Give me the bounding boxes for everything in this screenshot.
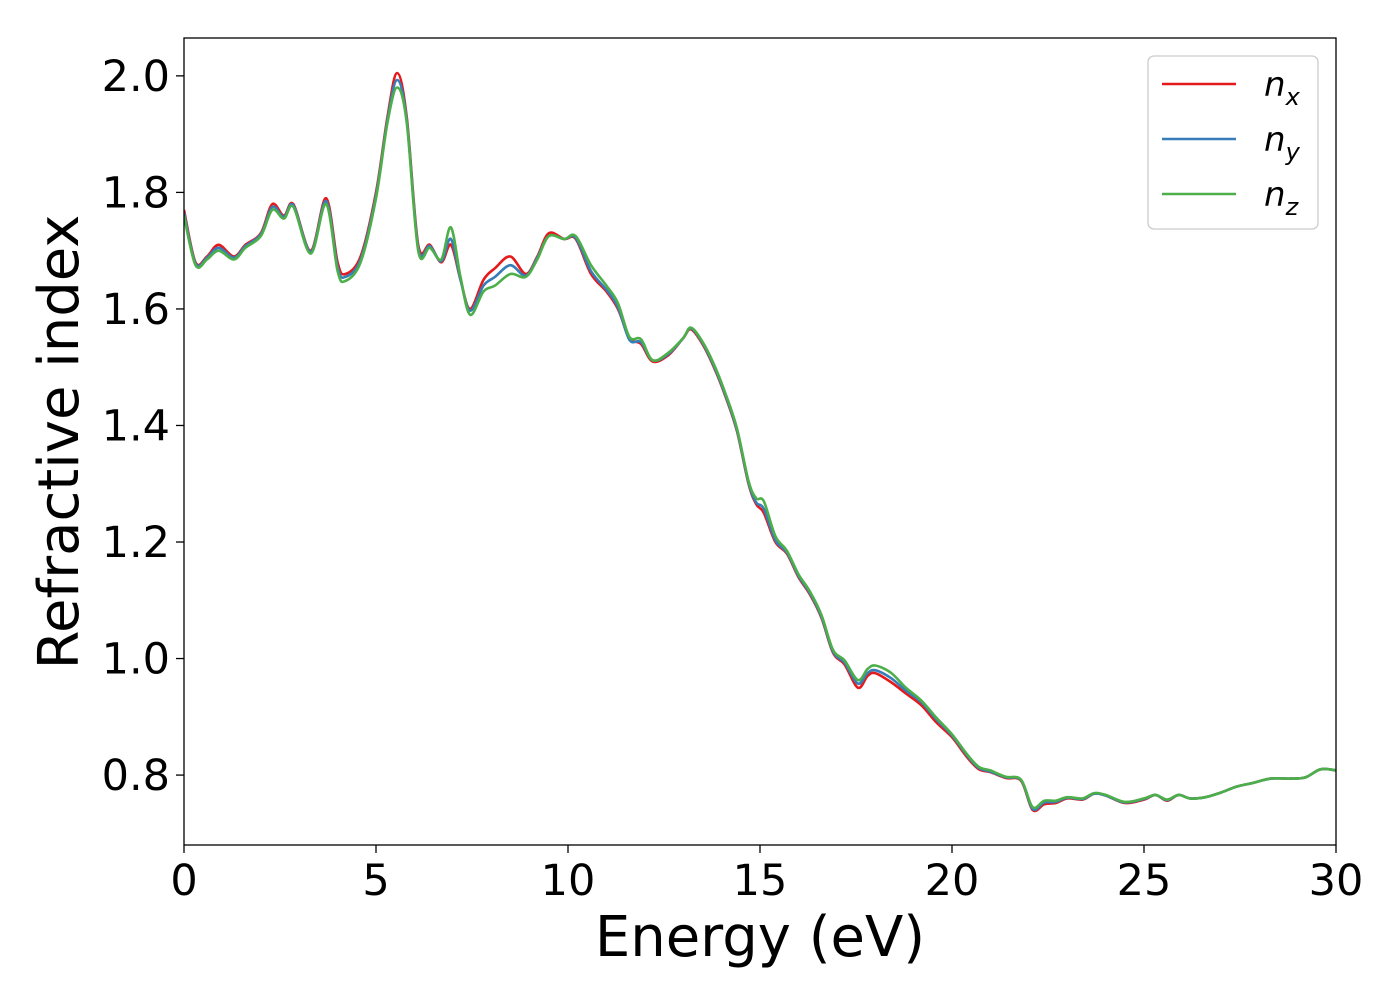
x-axis-label: Energy (eV) bbox=[595, 905, 925, 970]
y-tick-label: 1.6 bbox=[102, 285, 170, 335]
legend: nx ny nz bbox=[1147, 55, 1319, 230]
x-tick-label: 5 bbox=[362, 856, 389, 906]
y-axis-label: Refractive index bbox=[27, 215, 92, 670]
series-line-z bbox=[184, 86, 1336, 810]
series-layer bbox=[184, 71, 1336, 813]
y-tick-label: 1.4 bbox=[102, 401, 170, 451]
x-tick-label: 25 bbox=[1117, 856, 1172, 906]
y-tick-label: 0.8 bbox=[102, 751, 170, 801]
x-tick-label: 20 bbox=[925, 856, 980, 906]
y-axis: 0.8 1.0 1.2 1.4 1.6 1.8 2.0 bbox=[102, 52, 184, 801]
legend-label-y: ny bbox=[1264, 120, 1301, 166]
x-tick-label: 10 bbox=[541, 856, 596, 906]
y-tick-label: 1.8 bbox=[102, 168, 170, 218]
x-tick-label: 0 bbox=[170, 856, 197, 906]
x-axis: 0 5 10 15 20 25 30 bbox=[170, 845, 1363, 906]
x-tick-label: 15 bbox=[733, 856, 788, 906]
y-tick-label: 1.0 bbox=[102, 635, 170, 685]
y-tick-label: 2.0 bbox=[102, 52, 170, 102]
legend-label-z: nz bbox=[1264, 175, 1300, 221]
y-tick-label: 1.2 bbox=[102, 518, 170, 568]
legend-label-x: nx bbox=[1264, 65, 1301, 111]
legend-box bbox=[1147, 55, 1319, 230]
x-tick-label: 30 bbox=[1309, 856, 1364, 906]
